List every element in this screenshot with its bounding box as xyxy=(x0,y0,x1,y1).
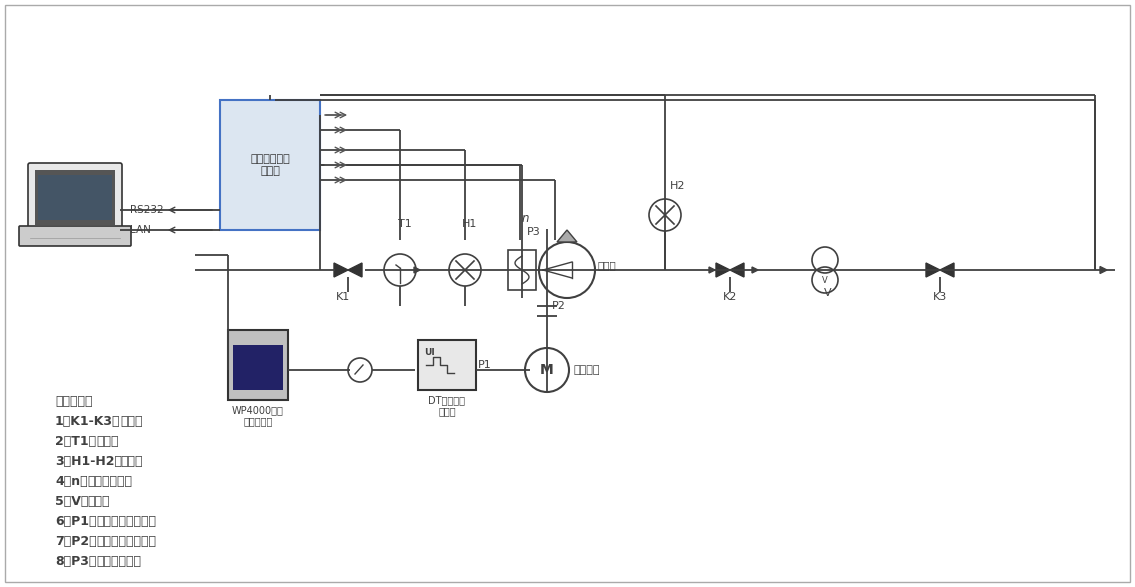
Text: 水泵实时转速: 水泵实时转速 xyxy=(87,475,133,488)
Text: H1: H1 xyxy=(462,219,478,229)
Polygon shape xyxy=(1100,266,1107,274)
Text: UI: UI xyxy=(424,348,436,357)
Text: 拖动电机: 拖动电机 xyxy=(574,365,600,375)
Text: K1: K1 xyxy=(336,292,350,302)
Text: 5、V：: 5、V： xyxy=(54,495,89,508)
FancyBboxPatch shape xyxy=(220,100,320,230)
Bar xyxy=(418,340,476,390)
Text: K3: K3 xyxy=(933,292,947,302)
Text: 拖动电机输出功率: 拖动电机输出功率 xyxy=(96,535,155,548)
Polygon shape xyxy=(940,263,955,277)
Text: 8、P3：: 8、P3： xyxy=(54,555,96,568)
Polygon shape xyxy=(414,267,420,273)
Text: 拖动电机输入功率: 拖动电机输入功率 xyxy=(96,515,155,528)
Text: 参量说明：: 参量说明： xyxy=(54,395,92,408)
Bar xyxy=(37,175,112,220)
FancyBboxPatch shape xyxy=(19,226,131,246)
Text: 流量计: 流量计 xyxy=(87,495,110,508)
Bar xyxy=(508,250,536,290)
Bar xyxy=(35,170,115,225)
Polygon shape xyxy=(709,267,715,273)
Text: 水泵输出功率: 水泵输出功率 xyxy=(96,555,141,568)
Polygon shape xyxy=(348,263,362,277)
Polygon shape xyxy=(730,263,745,277)
Text: 温度计: 温度计 xyxy=(96,435,118,448)
Text: 离心泵: 离心泵 xyxy=(598,260,616,270)
Text: 1、K1-K3：: 1、K1-K3： xyxy=(54,415,120,428)
Polygon shape xyxy=(926,263,940,277)
Text: 7、P2：: 7、P2： xyxy=(54,535,96,548)
Text: WP4000变频
功率分析仪: WP4000变频 功率分析仪 xyxy=(232,405,284,427)
Text: 水泵综合参数
测试仪: 水泵综合参数 测试仪 xyxy=(250,154,289,176)
Polygon shape xyxy=(716,263,730,277)
Text: 电磁阀: 电磁阀 xyxy=(120,415,143,428)
FancyBboxPatch shape xyxy=(228,330,288,400)
Text: 3、H1-H2：: 3、H1-H2： xyxy=(54,455,121,468)
Text: 6、P1：: 6、P1： xyxy=(54,515,96,528)
Text: RS232: RS232 xyxy=(131,205,163,215)
Text: 2、T1：: 2、T1： xyxy=(54,435,96,448)
Text: V: V xyxy=(824,288,832,298)
Text: M: M xyxy=(540,363,554,377)
Text: n: n xyxy=(521,212,529,225)
Text: 压力计: 压力计 xyxy=(120,455,143,468)
Text: LAN: LAN xyxy=(131,225,151,235)
Text: P2: P2 xyxy=(552,301,566,311)
Text: P3: P3 xyxy=(527,227,540,237)
FancyBboxPatch shape xyxy=(28,163,121,232)
Text: K2: K2 xyxy=(723,292,738,302)
Text: DT系列数字
变送器: DT系列数字 变送器 xyxy=(429,395,465,417)
Bar xyxy=(233,345,283,390)
Text: 4、n：: 4、n： xyxy=(54,475,87,488)
Polygon shape xyxy=(557,230,577,242)
Polygon shape xyxy=(334,263,348,277)
Text: V: V xyxy=(822,275,827,285)
Text: H2: H2 xyxy=(670,181,686,191)
Polygon shape xyxy=(753,267,758,273)
Text: T1: T1 xyxy=(398,219,412,229)
Text: P1: P1 xyxy=(478,360,491,370)
